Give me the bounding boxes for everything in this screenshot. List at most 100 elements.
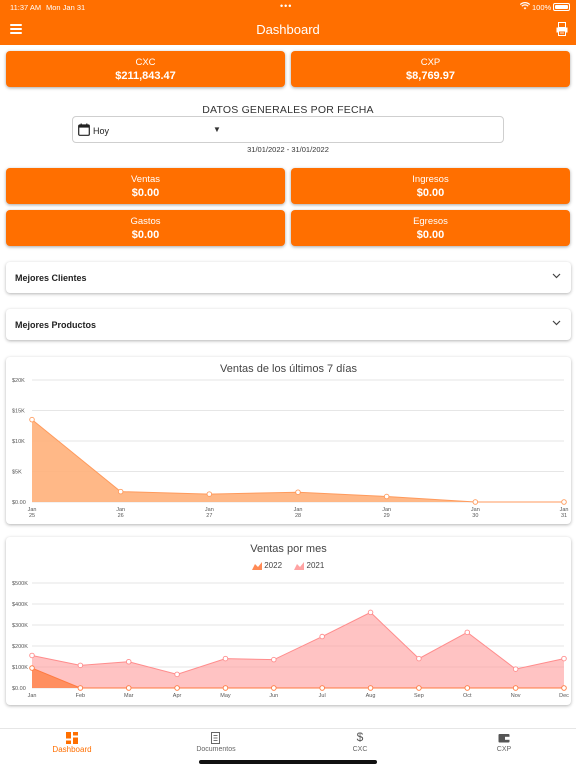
menu-icon[interactable] [10, 24, 22, 34]
app-bar: Dashboard [0, 14, 576, 45]
data-point-2022 [416, 685, 422, 691]
x-tick-label: Jan [116, 507, 125, 513]
x-tick-label: Jan [205, 507, 214, 513]
tab-dashboard-label: Dashboard [52, 745, 92, 754]
ingresos-card[interactable]: Ingresos $0.00 [291, 168, 570, 204]
x-tick-label: 29 [384, 513, 390, 519]
weekly-sales-chart: $0.00$5K$10K$15K$20KJan25Jan26Jan27Jan28… [12, 378, 568, 519]
chart-legend: 2022 2021 [252, 561, 324, 570]
gastos-value: $0.00 [131, 229, 160, 241]
tab-cxc[interactable]: $ CXC [288, 729, 432, 765]
tab-bar: Dashboard Documentos $ CXC CXP [0, 728, 576, 768]
documents-icon [211, 732, 220, 744]
tab-dashboard[interactable]: Dashboard [0, 729, 144, 765]
data-point-2021 [464, 629, 471, 636]
data-point-ventas [561, 499, 567, 505]
caret-down-icon: ▼ [213, 125, 221, 134]
monthly-sales-chart-title: Ventas por mes [250, 543, 327, 555]
printer-icon[interactable] [556, 22, 568, 36]
cxc-label: CXC [135, 57, 156, 68]
y-tick-label: $300K [12, 623, 28, 629]
tab-cxp[interactable]: CXP [432, 729, 576, 765]
legend-label-2021: 2021 [306, 561, 325, 570]
dollar-icon: $ [356, 730, 364, 744]
x-tick-label: Nov [511, 693, 521, 699]
data-point-2022 [367, 685, 374, 691]
x-tick-label: Oct [463, 693, 472, 699]
x-tick-label: Jan [382, 507, 391, 513]
monthly-sales-chart-card: Ventas por mes 2022 2021 $0.00 $100K $200K… [6, 537, 571, 705]
cxp-card[interactable]: CXP $8,769.97 [291, 51, 570, 87]
period-dropdown[interactable]: Hoy ▼ [72, 116, 504, 143]
monthly-sales-chart: $0.00 $100K $200K $300K $400K $500K Jan Feb Mar A… [12, 581, 569, 699]
ventas-card[interactable]: Ventas $0.00 [6, 168, 285, 204]
area-chart-icon [294, 561, 305, 570]
data-point-2021 [174, 671, 180, 678]
x-tick-label: Jan [28, 693, 37, 699]
data-point-2021 [77, 662, 84, 669]
y-tick-label: $0.00 [12, 686, 26, 692]
tab-documentos[interactable]: Documentos [144, 729, 288, 765]
data-point-2021 [367, 609, 374, 616]
data-point-ventas [383, 493, 390, 500]
x-tick-label: Jan [294, 507, 303, 513]
tab-cxc-label: CXC [352, 746, 368, 753]
egresos-label: Egresos [413, 216, 448, 227]
data-point-ventas [472, 499, 479, 505]
series-area-2021 [32, 612, 564, 688]
period-value: Hoy [93, 126, 110, 136]
mejores-clientes-label: Mejores Clientes [15, 273, 87, 283]
dashboard-icon [66, 732, 78, 744]
area-chart-icon [252, 561, 262, 570]
weekly-sales-chart-card: Ventas de los últimos 7 días $0.00 $5K $10… [6, 357, 571, 524]
legend-label-2022: 2022 [264, 561, 283, 570]
data-point-2021 [271, 656, 277, 663]
x-tick-label: Jun [269, 693, 278, 699]
data-point-ventas [117, 488, 124, 495]
legend-item-2022[interactable]: 2022 [252, 561, 284, 570]
x-tick-label: Feb [76, 693, 85, 699]
page-title: Dashboard [256, 22, 320, 37]
data-point-2021 [416, 655, 422, 662]
data-point-2022 [29, 665, 35, 671]
gastos-label: Gastos [130, 216, 161, 227]
data-point-ventas [206, 491, 213, 497]
x-tick-label: Apr [173, 693, 182, 699]
chevron-down-icon [552, 320, 561, 326]
battery-icon [553, 3, 570, 11]
y-tick-label: $200K [12, 644, 28, 650]
multitasking-dots-icon: ••• [280, 1, 293, 11]
mejores-clientes-accordion[interactable]: Mejores Clientes [6, 262, 571, 293]
x-tick-label: Dec [559, 693, 569, 699]
tab-documentos-label: Documentos [196, 746, 236, 753]
x-tick-label: May [220, 693, 231, 699]
y-tick-label: $400K [12, 602, 28, 608]
y-tick-label: $500K [12, 581, 28, 587]
data-point-2022 [222, 685, 229, 691]
data-point-2022 [464, 685, 471, 691]
cxc-card[interactable]: CXC $211,843.47 [6, 51, 285, 87]
x-tick-label: 28 [295, 513, 301, 519]
ingresos-label: Ingresos [412, 174, 449, 185]
cxp-value: $8,769.97 [406, 70, 455, 82]
ventas-label: Ventas [130, 174, 161, 185]
series-area-ventas [32, 419, 564, 502]
data-point-2022 [319, 685, 325, 691]
data-point-2022 [174, 685, 180, 691]
data-point-2021 [222, 655, 229, 662]
ingresos-value: $0.00 [416, 187, 445, 199]
home-indicator [199, 760, 377, 764]
y-tick-label: $20K [12, 378, 25, 384]
status-bar: 11:37 AM Mon Jan 31 ••• 100% [0, 0, 576, 14]
mejores-productos-label: Mejores Productos [15, 320, 97, 330]
data-point-2022 [561, 685, 567, 691]
mejores-productos-accordion[interactable]: Mejores Productos [6, 309, 571, 340]
series-line-2022 [31, 667, 564, 689]
data-point-2021 [29, 652, 35, 659]
x-tick-label: Jan [471, 507, 480, 513]
legend-item-2021[interactable]: 2021 [294, 561, 324, 570]
gastos-card[interactable]: Gastos $0.00 [6, 210, 285, 246]
egresos-card[interactable]: Egresos $0.00 [291, 210, 570, 246]
data-point-2021 [561, 655, 567, 662]
x-tick-label: 31 [561, 513, 567, 519]
